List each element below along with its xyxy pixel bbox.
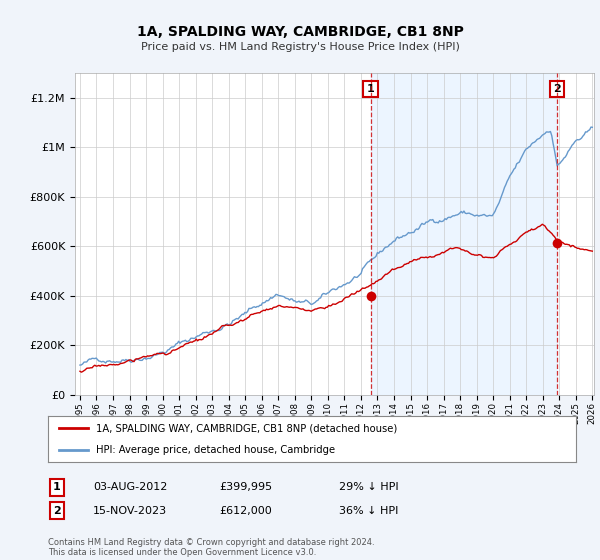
Bar (371, 73, 557, 395)
Text: 2: 2 (553, 84, 561, 94)
Text: 1: 1 (367, 84, 374, 94)
Text: 2: 2 (53, 506, 61, 516)
Text: 36% ↓ HPI: 36% ↓ HPI (339, 506, 398, 516)
Text: 1: 1 (53, 482, 61, 492)
Text: 03-AUG-2012: 03-AUG-2012 (93, 482, 167, 492)
Text: Price paid vs. HM Land Registry's House Price Index (HPI): Price paid vs. HM Land Registry's House … (140, 42, 460, 52)
Text: £399,995: £399,995 (219, 482, 272, 492)
Text: 1A, SPALDING WAY, CAMBRIDGE, CB1 8NP (detached house): 1A, SPALDING WAY, CAMBRIDGE, CB1 8NP (de… (95, 423, 397, 433)
Text: 1A, SPALDING WAY, CAMBRIDGE, CB1 8NP: 1A, SPALDING WAY, CAMBRIDGE, CB1 8NP (137, 25, 463, 39)
Text: Contains HM Land Registry data © Crown copyright and database right 2024.
This d: Contains HM Land Registry data © Crown c… (48, 538, 374, 557)
Text: HPI: Average price, detached house, Cambridge: HPI: Average price, detached house, Camb… (95, 445, 335, 455)
Text: 29% ↓ HPI: 29% ↓ HPI (339, 482, 398, 492)
Text: £612,000: £612,000 (219, 506, 272, 516)
Text: 15-NOV-2023: 15-NOV-2023 (93, 506, 167, 516)
